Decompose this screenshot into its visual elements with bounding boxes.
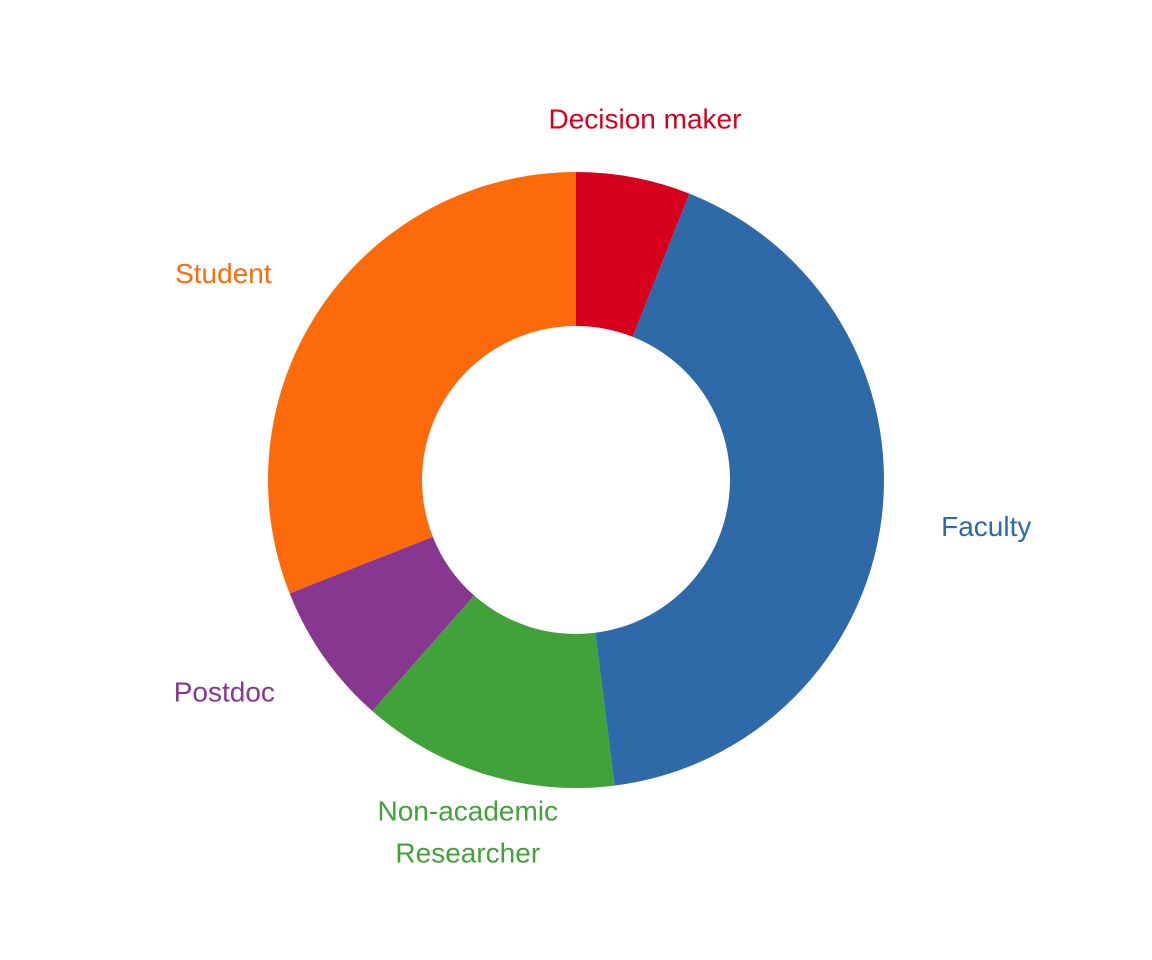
slice-label-line: Non-academic: [378, 796, 559, 827]
slice-faculty: [595, 193, 885, 786]
slice-label-decision-maker: Decision maker: [548, 103, 741, 134]
slice-label-line: Student: [175, 258, 272, 289]
slice-postdoc: [289, 536, 475, 712]
slice-label-student: Student: [175, 258, 272, 289]
slice-label-non-academic-researcher: Non-academic Researcher: [378, 796, 559, 869]
slice-decision-maker: [576, 172, 690, 337]
slice-student: [267, 172, 576, 594]
slice-label-line: Postdoc: [174, 676, 275, 707]
slice-label-line: Decision maker: [548, 103, 741, 134]
slice-label-line: Faculty: [941, 511, 1031, 542]
slice-label-faculty: Faculty: [941, 511, 1031, 542]
slice-non-academic-researcher: [372, 595, 615, 789]
slice-label-postdoc: Postdoc: [174, 676, 275, 707]
slice-label-line: Researcher: [395, 838, 540, 869]
